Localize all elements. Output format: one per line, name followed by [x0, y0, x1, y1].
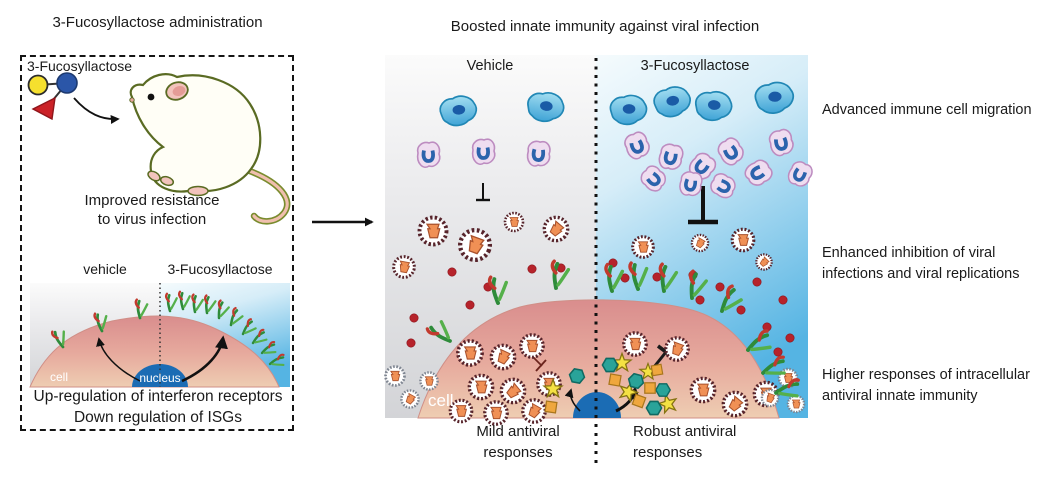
galactose-icon [27, 74, 49, 96]
vehicle-label: Vehicle [466, 58, 514, 74]
mild-responses-caption: Mild antiviral responses [476, 423, 560, 461]
inner-nucleus-label: nucleus [139, 371, 181, 385]
treated-label: 3-Fucosyllactose [640, 58, 750, 74]
robust-responses-caption: Robust antiviral responses [633, 423, 737, 461]
mouse-illustration [129, 73, 291, 225]
annotation-innate-immunity: Higher responses of intracellular antivi… [822, 367, 1030, 404]
inner-vehicle-label: vehicle [83, 261, 127, 277]
administration-arrow [73, 97, 120, 124]
glucose-icon [56, 72, 78, 94]
left-panel-title: 3-Fucosyllactose administration [52, 14, 263, 31]
inhibition-symbol-vehicle-extracellular [476, 183, 490, 202]
inner-left-arrow [96, 337, 141, 382]
annotation-immune-cell-migration: Advanced immune cell migration [822, 102, 1032, 118]
annotation-viral-inhibition: Enhanced inhibition of viral infections … [822, 245, 1020, 282]
cell-nucleus [573, 392, 621, 418]
mild-signal-arrow [564, 388, 581, 412]
glycan-label: 3-Fucosyllactose [27, 58, 133, 74]
right-panel-title: Boosted innate immunity against viral in… [450, 18, 760, 35]
glycan-icon [27, 72, 78, 121]
inner-treated-label: 3-Fucosyllactose [167, 261, 273, 277]
fucose-icon [31, 96, 56, 121]
cell-label: cell [428, 391, 454, 410]
administration-box [20, 55, 294, 431]
inner-nucleus [132, 364, 188, 387]
inner-cell-label: cell [50, 370, 69, 384]
inner-right-arrow [181, 335, 228, 383]
inhibition-symbol-treated-extracellular [688, 186, 718, 225]
mouse-caption: Improved resistance to virus infection [84, 192, 220, 228]
regulation-caption: Up-regulation of interferon receptors Do… [33, 388, 283, 426]
